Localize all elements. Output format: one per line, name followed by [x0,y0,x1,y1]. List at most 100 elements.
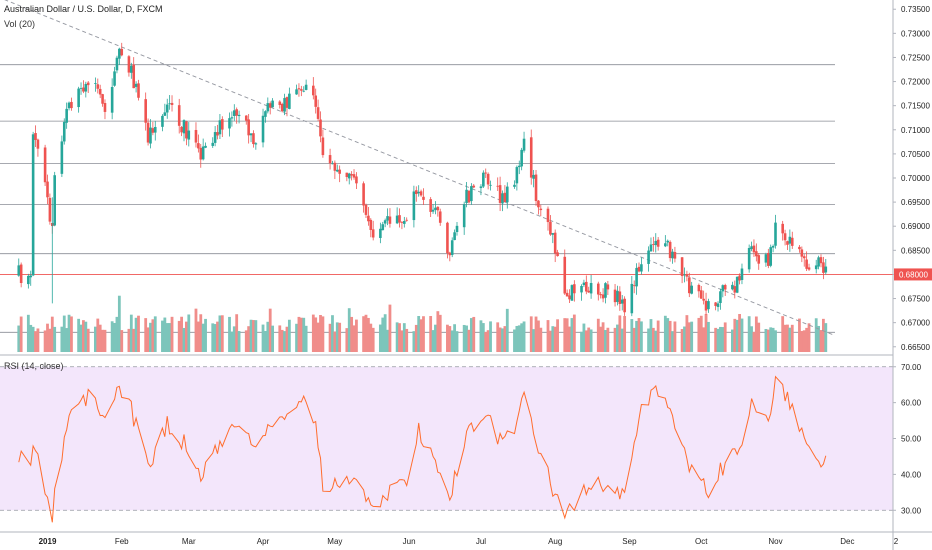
candle-body [84,83,88,92]
candle-body [168,103,171,105]
candle-body [664,243,667,247]
price-tick-label: 0.71000 [901,126,930,135]
candle-body [247,119,250,136]
candle-body [781,223,784,234]
candle-body [453,232,456,241]
volume-bar [429,316,433,352]
volume-bar [98,324,102,352]
volume-bar [77,318,81,352]
candle-body [405,219,409,221]
candle-body [288,93,291,109]
volume-bar [522,321,526,352]
candle-body [786,241,789,245]
volume-bar [196,321,200,352]
volume-bar [180,316,184,352]
candle-body [352,174,356,178]
volume-bar [137,315,140,352]
candle-body [817,257,820,267]
volume-bar [563,318,567,352]
volume-bar [802,330,806,352]
candle-body [604,283,607,298]
candle-body [690,285,693,294]
candle-body [687,277,691,294]
volume-bar [285,326,289,352]
candle-body [637,266,641,272]
volume-bar [237,331,241,352]
candle-body [683,274,686,276]
time-axis-label: 2 [894,537,899,546]
candle-body [647,250,650,264]
candle-body [563,256,567,294]
candle-body [395,215,399,224]
candle-body [302,90,306,92]
volume-bar [48,328,52,352]
volume-bar [618,315,622,352]
volume-bar [134,317,138,352]
volume-bar [623,315,627,352]
candle-body [321,137,325,156]
volume-bar [580,331,583,352]
candle-body [553,232,557,254]
volume-label: Vol (20) [4,19,36,29]
volume-bar [819,330,823,352]
candle-body [249,133,253,136]
volume-bar [103,329,107,352]
candle-body [666,240,670,243]
candle-body [29,275,33,278]
candle-body [369,219,373,231]
candle-body [113,71,116,86]
candle-body [596,283,600,295]
price-tick-label: 0.73500 [901,5,930,14]
candle-body [790,237,794,246]
volume-bar [304,325,308,352]
volume-bar [517,325,521,352]
candle-body [386,216,389,221]
candle-body [153,126,157,133]
symbol-title: Australian Dollar / U.S. Dollar, D, FXCM [4,4,163,14]
volume-bar [790,324,794,352]
candle-body [362,183,365,206]
volume-bar [163,317,167,352]
candle-body [767,252,770,266]
candle-body [300,89,303,91]
time-axis-label: 2019 [39,537,57,546]
volume-bar [716,328,720,352]
volume-bar [422,316,425,352]
candle-body [177,105,181,126]
candle-body [252,133,255,145]
candle-body [165,104,169,113]
candle-body [448,252,452,256]
volume-bar [261,324,265,352]
volume-bar [671,331,674,352]
volume-bar [153,316,157,352]
volume-bar [616,324,619,352]
candle-body [235,109,238,116]
volume-bar [754,316,758,352]
volume-bar [204,318,207,352]
volume-bar [129,314,133,352]
candle-body [616,290,619,302]
current-price-tag [894,268,932,281]
candle-body [704,300,708,311]
volume-bar [774,330,777,352]
candle-body [546,208,550,223]
volume-bar [656,320,660,352]
candle-body [719,291,722,304]
volume-bar [764,328,768,352]
candle-body [824,266,828,273]
volume-bar [690,321,694,352]
volume-bar [733,318,737,352]
candle-body [388,216,392,224]
candle-body [27,275,30,285]
candle-body [261,115,265,143]
candle-body [517,165,521,168]
candle-body [774,222,777,246]
volume-bar [570,318,574,352]
volume-bar [448,326,452,352]
volume-bar [465,325,468,352]
candle-body [819,257,823,264]
price-tick-label: 0.70000 [901,174,930,183]
time-axis-label: Nov [768,537,782,546]
volume-bar [400,330,404,352]
volume-bar [383,314,387,352]
